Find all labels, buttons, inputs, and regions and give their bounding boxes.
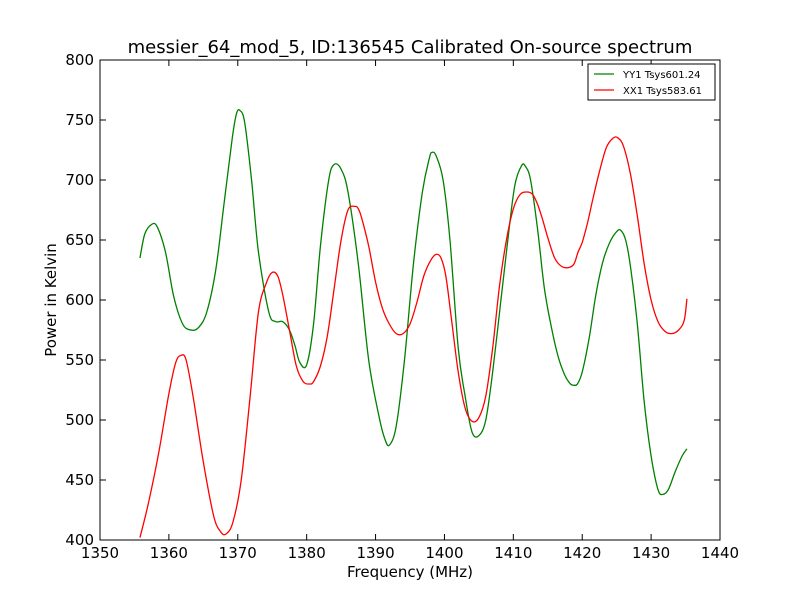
y-axis-label: Power in Kelvin [42, 243, 60, 357]
x-axis-label: Frequency (MHz) [347, 563, 473, 581]
x-tick-label: 1400 [425, 544, 463, 562]
y-tick-label: 700 [65, 171, 94, 189]
x-axis-ticks: 1350 1360 1370 1380 1390 1400 1410 1420 1430 1440 [81, 60, 739, 562]
y-tick-label: 500 [65, 411, 94, 429]
y-tick-label: 400 [65, 531, 94, 549]
y-tick-label: 800 [65, 51, 94, 69]
chart-title: messier_64_mod_5, ID:136545 Calibrated O… [128, 37, 693, 58]
x-tick-label: 1440 [701, 544, 739, 562]
y-tick-label: 750 [65, 111, 94, 129]
x-tick-label: 1430 [632, 544, 670, 562]
legend-box [587, 63, 716, 101]
legend-label-yy1: YY1 Tsys601.24 [622, 70, 701, 81]
series-line-yy1 [139, 109, 688, 496]
x-tick-label: 1390 [356, 544, 394, 562]
x-tick-label: 1360 [150, 544, 188, 562]
x-tick-label: 1420 [563, 544, 601, 562]
legend-label-xx1: XX1 Tsys583.61 [623, 86, 702, 97]
y-tick-label: 600 [65, 291, 94, 309]
plot-area: 1350 1360 1370 1380 1390 1400 1410 1420 1430 1440… [65, 51, 739, 562]
x-tick-label: 1350 [81, 544, 119, 562]
x-tick-label: 1370 [219, 544, 257, 562]
series-line-xx1 [139, 136, 688, 538]
y-tick-label: 650 [65, 231, 94, 249]
y-tick-label: 450 [65, 471, 94, 489]
series-layer [139, 109, 688, 538]
y-axis-ticks: 400 450 500 550 600 650 700 750 800 [65, 51, 720, 549]
x-tick-label: 1380 [288, 544, 326, 562]
x-tick-label: 1410 [494, 544, 532, 562]
y-tick-label: 550 [65, 351, 94, 369]
chart-legend: YY1 Tsys601.24 XX1 Tsys583.61 [587, 63, 716, 101]
